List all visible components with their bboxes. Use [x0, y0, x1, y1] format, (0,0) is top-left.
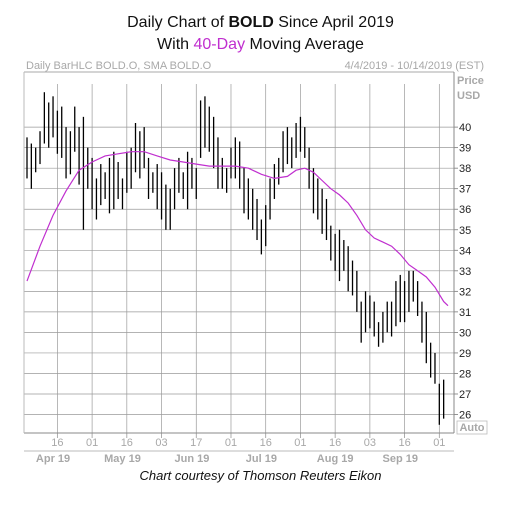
chart-header-right: 4/4/2019 - 10/14/2019 (EST) [345, 60, 484, 72]
x-tick-label: 01 [294, 437, 306, 449]
chart-title-line-1: Daily Chart of BOLD Since April 2019 [0, 14, 521, 32]
y-tick-label: 30 [459, 327, 471, 339]
month-label: Jun 19 [174, 453, 209, 465]
y-tick-label: 38 [459, 163, 471, 175]
plot-frame [23, 71, 488, 452]
y-tick-label: 36 [459, 204, 471, 216]
month-label: Apr 19 [36, 453, 70, 465]
auto-scale-label: Auto [459, 422, 484, 434]
y-tick-label: 35 [459, 225, 471, 237]
chart-title-line-2: With 40-Day Moving Average [0, 36, 521, 54]
y-tick-label: 37 [459, 184, 471, 196]
x-tick-label: 01 [86, 437, 98, 449]
y-tick-label: 26 [459, 410, 471, 422]
x-tick-label: 16 [51, 437, 63, 449]
subtitle-period: 40-Day [193, 36, 246, 53]
title-prefix: Daily Chart of [127, 14, 229, 31]
x-tick-label: 16 [121, 437, 133, 449]
title-suffix: Since April 2019 [273, 14, 394, 31]
grid [24, 84, 454, 433]
y-tick-label: 29 [459, 348, 471, 360]
price-bars [26, 92, 445, 425]
y-tick-label: 34 [459, 245, 471, 257]
month-label: Sep 19 [383, 453, 418, 465]
y-tick-label: 32 [459, 286, 471, 298]
y-axis-title-currency: USD [457, 90, 480, 102]
y-axis-title-price: Price [457, 75, 484, 87]
y-tick-label: 28 [459, 368, 471, 380]
y-tick-label: 33 [459, 266, 471, 278]
moving-average [26, 151, 449, 307]
auto-scale-box [456, 420, 488, 435]
x-tick-label: 01 [433, 437, 445, 449]
y-tick-label: 31 [459, 307, 471, 319]
x-tick-label: 03 [364, 437, 376, 449]
month-label: Jul 19 [246, 453, 277, 465]
sma-40-line [26, 151, 449, 307]
chart-credit: Chart courtesy of Thomson Reuters Eikon [139, 468, 382, 483]
chart-header-left: Daily BarHLC BOLD.O, SMA BOLD.O [26, 60, 212, 72]
month-label: May 19 [104, 453, 141, 465]
title-ticker: BOLD [228, 14, 274, 31]
subtitle-prefix: With [157, 36, 194, 53]
axis-labels: 26 27 28 29 30 31 32 33 34 35 36 37 38 39 40 16 01 16 03 17… [26, 60, 485, 465]
x-tick-label: 03 [155, 437, 167, 449]
y-tick-label: 39 [459, 143, 471, 155]
month-label: Aug 19 [317, 453, 354, 465]
y-tick-label: 40 [459, 122, 471, 134]
y-tick-label: 27 [459, 389, 471, 401]
x-tick-label: 01 [225, 437, 237, 449]
x-tick-label: 16 [329, 437, 341, 449]
subtitle-suffix: Moving Average [245, 36, 364, 53]
x-tick-label: 16 [260, 437, 272, 449]
x-tick-label: 16 [398, 437, 410, 449]
x-tick-label: 17 [190, 437, 202, 449]
